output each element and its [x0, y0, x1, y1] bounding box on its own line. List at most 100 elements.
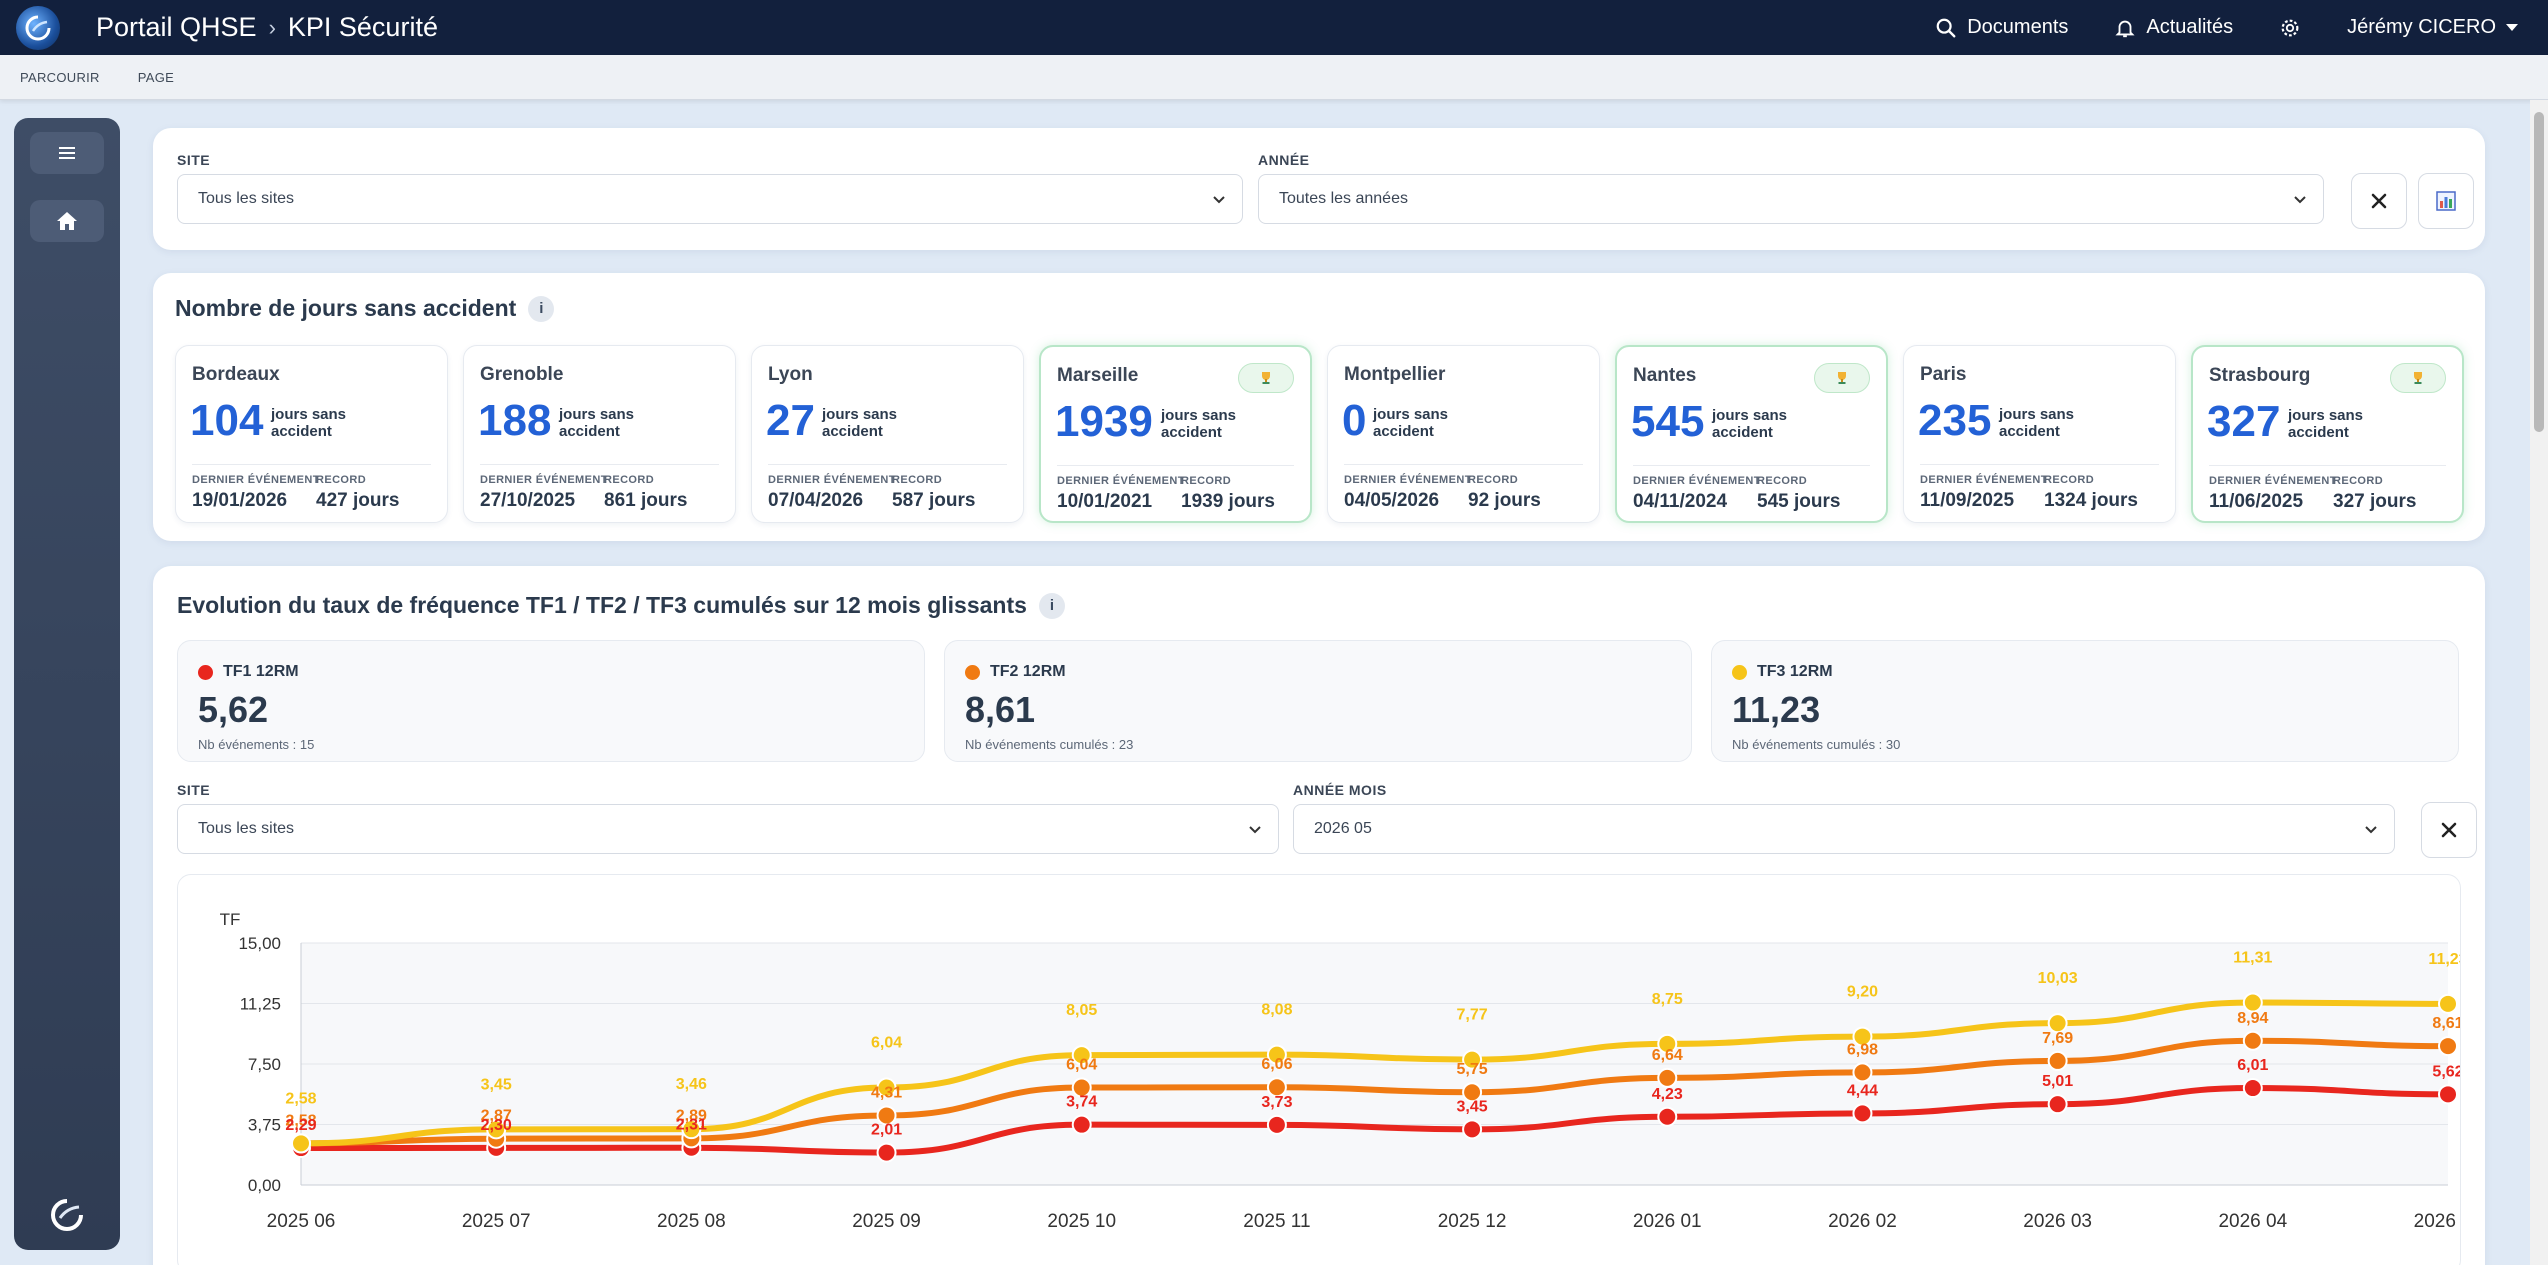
record-value: 1939 jours — [1181, 491, 1275, 512]
ribbon-tab-page[interactable]: PAGE — [137, 69, 175, 85]
data-point — [681, 1119, 702, 1140]
year-filter-label: ANNÉE — [1258, 152, 1310, 168]
site-name: Strasbourg — [2209, 365, 2311, 386]
days-count: 235 — [1918, 396, 1992, 445]
site-tile[interactable]: Paris 235 jours sans accident DERNIER ÉVÉNEM… — [1903, 345, 2176, 523]
year-filter-value: Toutes les années — [1279, 190, 1408, 207]
data-point — [1071, 1077, 1092, 1098]
tf-site-select[interactable]: Tous les sites — [177, 804, 1279, 854]
site-tile[interactable]: Nantes 545 jours sans accident DERNIER ÉVÉNE… — [1615, 345, 1888, 523]
data-label: 4,44 — [1847, 1082, 1878, 1099]
last-event-label: DERNIER ÉVÉNEMENT — [192, 474, 320, 486]
last-event-date: 04/11/2024 — [1633, 491, 1728, 512]
data-label: 6,06 — [1261, 1056, 1292, 1073]
data-point — [1852, 1103, 1873, 1124]
last-event-date: 11/09/2025 — [1920, 490, 2015, 511]
data-label: 2,58 — [285, 1090, 316, 1107]
site-name: Lyon — [768, 364, 813, 385]
data-point — [2047, 1013, 2068, 1034]
record-label: RECORD — [892, 474, 943, 486]
clear-filters-button[interactable] — [2351, 173, 2407, 229]
data-point — [1852, 1026, 1873, 1047]
last-event-date: 10/01/2021 — [1057, 491, 1153, 512]
tf-month-label: ANNÉE MOIS — [1293, 782, 1387, 798]
clear-tf-filters-button[interactable] — [2421, 802, 2477, 858]
chevron-down-icon — [2365, 826, 2377, 834]
last-event-label: DERNIER ÉVÉNEMENT — [480, 474, 608, 486]
documents-link[interactable]: Documents — [1935, 16, 2068, 39]
year-filter-select[interactable]: Toutes les années — [1258, 174, 2324, 224]
hamburger-icon — [59, 147, 75, 159]
y-axis-label: TF — [220, 910, 241, 929]
kpi-value: 11,23 — [1732, 689, 1821, 730]
days-count: 327 — [2207, 397, 2281, 446]
kpi-label: TF3 12RM — [1757, 663, 1833, 680]
data-point — [1071, 1045, 1092, 1066]
chart-view-button[interactable] — [2418, 173, 2474, 229]
data-point — [2242, 1078, 2263, 1099]
days-unit-label: jours sans accident — [1999, 406, 2079, 440]
news-link[interactable]: Actualités — [2114, 16, 2233, 39]
site-tile[interactable]: Strasbourg 327 jours sans accident DERNIER É… — [2191, 345, 2464, 523]
divider — [1920, 464, 2159, 465]
days-unit-label: jours sans accident — [1373, 406, 1453, 440]
divider — [192, 464, 431, 465]
tf-month-select[interactable]: 2026 05 — [1293, 804, 2395, 854]
page-scrollbar-thumb[interactable] — [2534, 112, 2544, 432]
info-icon[interactable]: i — [1038, 592, 1065, 619]
divider — [2209, 465, 2446, 466]
data-point — [1657, 1106, 1678, 1127]
x-tick-label: 2025 06 — [267, 1211, 336, 1232]
days-count: 0 — [1342, 396, 1367, 445]
days-unit-line2: accident — [822, 423, 883, 440]
data-label: 5,01 — [2042, 1073, 2073, 1090]
last-event-label: DERNIER ÉVÉNEMENT — [1057, 475, 1185, 487]
x-tick-label: 2025 12 — [1438, 1211, 1507, 1232]
days-unit-line2: accident — [271, 423, 332, 440]
data-point — [876, 1142, 897, 1163]
filter-panel: SITE Tous les sites ANNÉE Toutes les ann… — [153, 128, 2485, 250]
site-tile[interactable]: Lyon 27 jours sans accident DERNIER ÉVÉNEMEN… — [751, 345, 1024, 523]
menu-toggle-button[interactable] — [30, 132, 104, 174]
site-tile[interactable]: Marseille 1939 jours sans accident DERNIER É… — [1039, 345, 1312, 523]
last-event-label: DERNIER ÉVÉNEMENT — [1920, 474, 2048, 486]
days-unit-line2: accident — [1373, 423, 1434, 440]
tf-chart-svg: 0,00 3,75 7,50 11,25 15,00 TF 2025 06 2025 07 20… — [220, 910, 2461, 1232]
y-tick-label: 3,75 — [248, 1116, 281, 1135]
data-label: 6,01 — [2237, 1057, 2268, 1074]
record-label: RECORD — [1468, 474, 1519, 486]
data-label: 2,30 — [481, 1117, 512, 1134]
user-menu[interactable]: Jérémy CICERO — [2347, 16, 2518, 39]
data-label: 8,61 — [2432, 1015, 2461, 1032]
close-icon — [2441, 822, 2457, 838]
top-bar: Portail QHSE › KPI Sécurité Documents Ac… — [0, 0, 2548, 55]
tf-site-value: Tous les sites — [198, 820, 295, 837]
days-unit-line2: accident — [1161, 424, 1222, 441]
days-unit-line2: accident — [1999, 423, 2060, 440]
app-logo-icon[interactable] — [48, 1196, 86, 1234]
info-icon[interactable]: i — [528, 295, 555, 322]
data-label: 8,94 — [2237, 1010, 2268, 1027]
last-event-date: 07/04/2026 — [768, 490, 864, 511]
record-label: RECORD — [2333, 475, 2384, 487]
record-label: RECORD — [604, 474, 655, 486]
settings-button[interactable] — [2279, 17, 2301, 39]
tf-panel-title: Evolution du taux de fréquence TF1 / TF2… — [177, 592, 1027, 618]
x-tick-label: 2026 02 — [1828, 1211, 1897, 1232]
days-unit-label: jours sans accident — [1712, 407, 1792, 441]
site-tile[interactable]: Bordeaux 104 jours sans accident DERNIER ÉVÉ… — [175, 345, 448, 523]
data-point — [1071, 1114, 1092, 1135]
ribbon-tab-browse[interactable]: PARCOURIR — [20, 69, 100, 85]
site-filter-select[interactable]: Tous les sites — [177, 174, 1243, 224]
data-point — [2438, 993, 2458, 1014]
site-name: Bordeaux — [192, 364, 280, 385]
documents-label: Documents — [1967, 16, 2069, 38]
data-point — [291, 1133, 311, 1154]
site-tile[interactable]: Grenoble 188 jours sans accident DERNIER ÉVÉ… — [463, 345, 736, 523]
breadcrumb-portal[interactable]: Portail QHSE — [96, 12, 257, 42]
app-logo-icon[interactable] — [16, 5, 60, 50]
search-icon — [1936, 18, 1956, 37]
site-tile[interactable]: Montpellier 0 jours sans accident DERNIER ÉV… — [1327, 345, 1600, 523]
home-icon — [57, 212, 77, 230]
home-button[interactable] — [30, 200, 104, 242]
